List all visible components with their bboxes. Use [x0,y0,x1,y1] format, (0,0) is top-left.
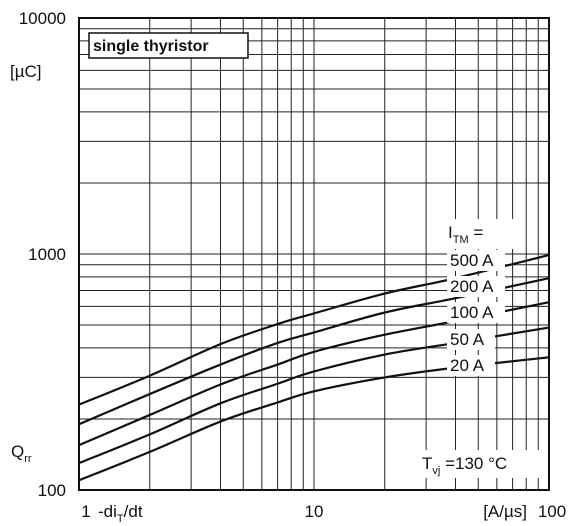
series-label-background [447,329,495,350]
x-axis-label: -diT/dt [98,502,143,525]
y-tick-label: 1000 [28,245,66,264]
series-line [78,277,550,426]
series-label-background [447,250,505,271]
series-label: 50 A [450,330,485,349]
legend-header-background [445,219,515,249]
series-label-background [447,355,495,376]
title-box [88,32,249,59]
plot-frame [78,17,550,491]
condition-background [418,450,546,478]
series-labels: 500 A 200 A 100 A 50 A 20 A [447,250,505,376]
temperature-condition: Tvj =130 °C [422,454,507,477]
y-axis-label: Qrr [11,442,32,465]
series-label: 20 A [450,356,485,375]
series-label-background [447,276,505,297]
x-tick-label: 1 [81,502,90,521]
series-label: 200 A [450,277,494,296]
x-axis-unit: [A/µs] [483,502,527,521]
x-tick-label: 100 [538,502,566,521]
series-label: 500 A [450,251,494,270]
y-tick-label: 10000 [19,9,66,28]
chart-title: single thyristor [93,38,209,55]
series-label-background [447,302,505,323]
y-tick-label: 100 [38,481,66,500]
series-label: 100 A [450,303,494,322]
y-axis-unit: [µC] [10,62,42,81]
x-tick-label: 10 [305,502,324,521]
